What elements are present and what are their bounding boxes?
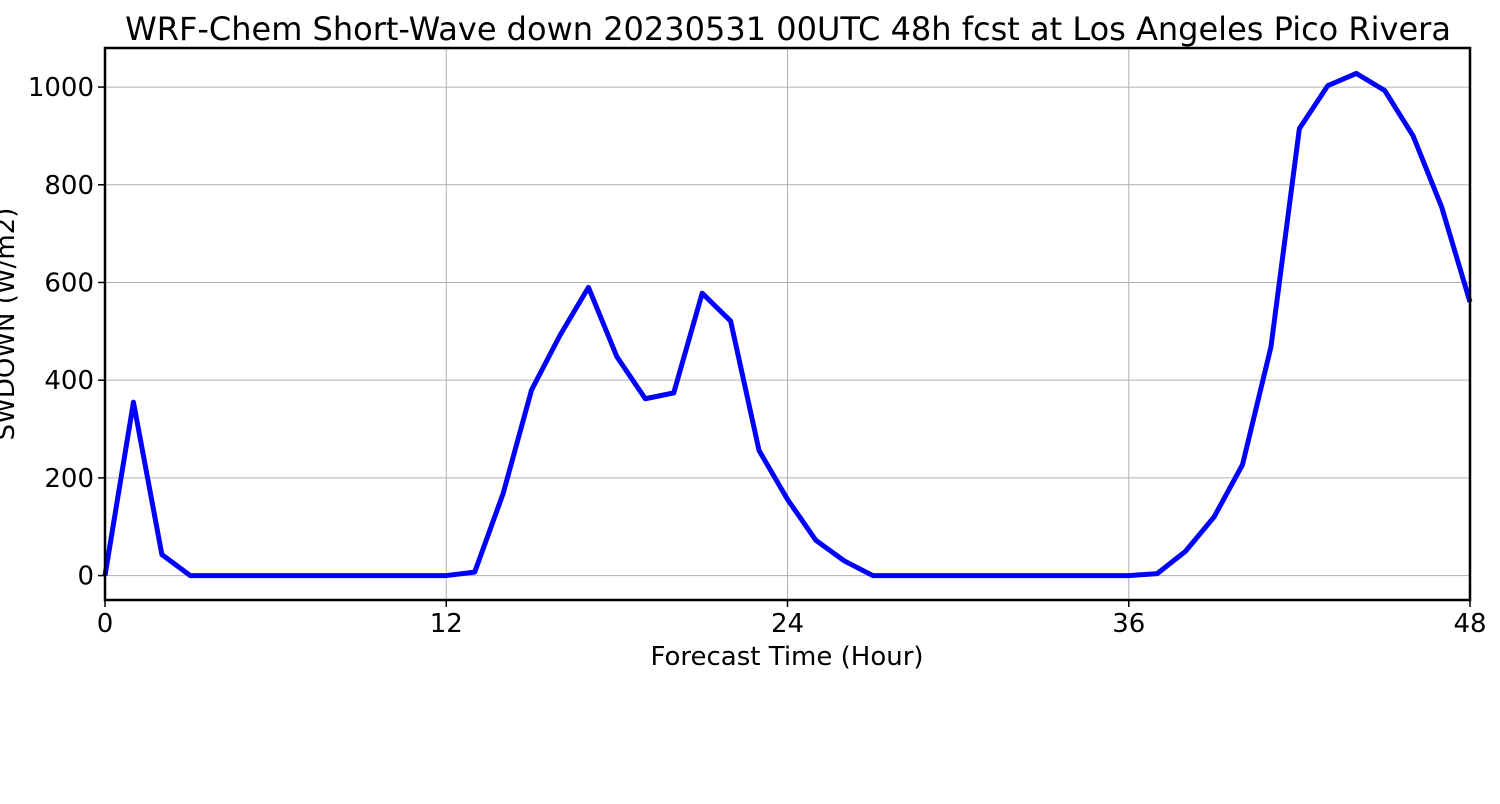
y-tick-label: 200 xyxy=(44,464,94,494)
y-tick-label: 1000 xyxy=(28,73,94,103)
series-layer xyxy=(102,70,1473,579)
x-tick-label: 48 xyxy=(1453,609,1486,639)
y-tick-label: 0 xyxy=(77,562,94,592)
chart-title: WRF-Chem Short-Wave down 20230531 00UTC … xyxy=(125,10,1451,48)
axis-ticks: 0 12 24 36 48 0 200 400 600 800 1000 xyxy=(28,73,1487,639)
y-axis-label: SWDOWN (W/m2) xyxy=(0,208,21,441)
y-tick-label: 400 xyxy=(44,366,94,396)
series-line-0 xyxy=(102,70,1473,579)
x-tick-label: 36 xyxy=(1112,609,1145,639)
x-tick-label: 0 xyxy=(97,609,114,639)
x-axis-label: Forecast Time (Hour) xyxy=(650,642,923,672)
grid-lines xyxy=(104,48,1471,600)
x-tick-label: 24 xyxy=(771,609,804,639)
x-tick-label: 12 xyxy=(430,609,463,639)
y-tick-label: 600 xyxy=(44,268,94,298)
y-tick-label: 800 xyxy=(44,171,94,201)
